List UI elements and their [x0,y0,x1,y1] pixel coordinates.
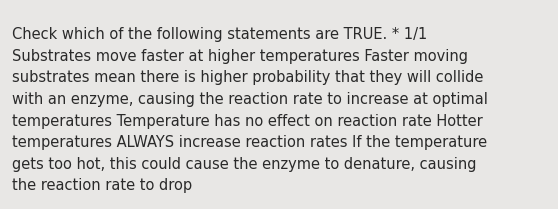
Text: Check which of the following statements are TRUE. * 1/1
Substrates move faster a: Check which of the following statements … [12,27,488,193]
